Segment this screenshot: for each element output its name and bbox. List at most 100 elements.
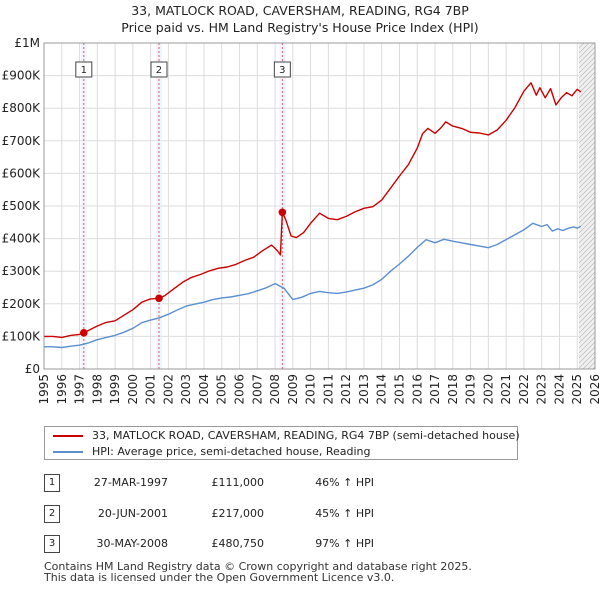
x-tick-labels: 1995 1996 1997 1998 1999 2000 2001 2002 2003 2004… (37, 374, 600, 405)
forecast-hatch-line (579, 311, 596, 329)
chart-title-block: 33, MATLOCK ROAD, CAVERSHAM, READING, RG… (0, 2, 600, 36)
y-tick-label: £1M (14, 36, 40, 50)
chart-title: 33, MATLOCK ROAD, CAVERSHAM, READING, RG… (131, 3, 469, 18)
footer-copyright: Contains HM Land Registry data © Crown c… (44, 560, 472, 573)
transaction-hpi: 97% ↑ HPI (315, 537, 374, 550)
forecast-hatch-line (579, 306, 596, 324)
transaction-date: 30-MAY-2008 (96, 537, 168, 550)
sale-vlines (80, 43, 286, 369)
transaction-hpi: 46% ↑ HPI (315, 476, 374, 489)
sale-marker (278, 208, 287, 217)
forecast-hatch-line (579, 301, 596, 319)
legend-item-hpi: HPI: Average price, semi-detached house,… (53, 444, 371, 460)
y-tick-labels: £0 £100K £200K £300K £400K £500K £600K £700K £80… (2, 36, 42, 376)
transaction-price: £217,000 (211, 507, 265, 520)
x-tick-label: 2008 (268, 374, 282, 405)
legend-item-property: 33, MATLOCK ROAD, CAVERSHAM, READING, RG… (53, 428, 520, 444)
plot-border (43, 42, 596, 370)
x-tick-label: 2026 (588, 374, 600, 405)
y-tick-label: £700K (2, 134, 42, 148)
sale-band (279, 43, 286, 369)
sale-label-box (273, 61, 291, 78)
x-tick-label: 2019 (464, 374, 478, 405)
forecast-hatch (579, 43, 596, 369)
x-tick-label: 2025 (570, 374, 584, 405)
forecast-hatch-line (579, 201, 596, 219)
x-tick-label: 2006 (233, 374, 247, 405)
sale-label-box (75, 61, 93, 78)
x-tick-label: 1996 (55, 374, 69, 405)
transaction-hpi: 45% ↑ HPI (315, 507, 374, 520)
forecast-hatch-line (579, 191, 596, 209)
sale-label-text: 3 (279, 65, 285, 76)
x-tick-label: 2000 (126, 374, 140, 405)
x-tick-label: 2007 (250, 374, 264, 405)
x-tick-label: 2020 (481, 374, 495, 405)
y-tick-label: £600K (2, 166, 42, 180)
property-price-line (44, 82, 582, 339)
x-tick-label: 2018 (446, 374, 460, 405)
chart-subtitle: Price paid vs. HM Land Registry's House … (121, 20, 479, 35)
legend-swatch-property (53, 435, 83, 437)
series-lines (44, 82, 582, 349)
transaction-number: 1 (44, 474, 60, 492)
x-tick-label: 2010 (304, 374, 318, 405)
forecast-region (579, 43, 595, 369)
footer: Contains HM Land Registry data © Crown c… (44, 561, 472, 583)
x-tick-label: 2009 (286, 374, 300, 405)
x-tick-label: 1997 (73, 374, 87, 405)
sale-markers (80, 208, 287, 337)
legend-label-property: 33, MATLOCK ROAD, CAVERSHAM, READING, RG… (92, 429, 520, 442)
sale-marker (155, 294, 163, 303)
x-tick-label: 2013 (357, 374, 371, 405)
legend-label-hpi: HPI: Average price, semi-detached house,… (92, 445, 371, 458)
x-tick-label: 2005 (215, 374, 229, 405)
transaction-row: 3 30-MAY-2008 £480,750 97% ↑ HPI (44, 535, 524, 553)
x-tick-label: 1999 (108, 374, 122, 405)
transaction-row: 2 20-JUN-2001 £217,000 45% ↑ HPI (44, 505, 524, 523)
x-tick-label: 1998 (90, 374, 104, 405)
x-tick-label: 2011 (321, 374, 335, 405)
x-tick-label: 2015 (392, 374, 406, 405)
y-tick-label: £0 (25, 362, 40, 376)
grid-lines (43, 42, 596, 370)
y-tick-label: £800K (2, 101, 42, 115)
transaction-date: 20-JUN-2001 (97, 507, 168, 520)
y-tick-label: £200K (2, 297, 42, 311)
x-tick-label: 2017 (428, 374, 442, 405)
forecast-hatch-line (579, 81, 596, 99)
sale-label-box (150, 61, 168, 78)
x-tick-label: 2001 (144, 374, 158, 405)
hpi-line (44, 222, 582, 349)
price-chart: 1 2 3 £0 £100K £200K £300K £400K £500K £600K £700… (2, 36, 600, 405)
x-tick-label: 2022 (517, 374, 531, 405)
forecast-hatch-line (579, 91, 596, 109)
sale-marker (80, 329, 88, 337)
transaction-price: £111,000 (211, 476, 265, 489)
transaction-row: 1 27-MAR-1997 £111,000 46% ↑ HPI (44, 474, 524, 492)
x-tick-label: 2016 (410, 374, 424, 405)
x-tick-label: 2002 (161, 374, 175, 405)
forecast-hatch-line (579, 196, 596, 214)
y-tick-label: £300K (2, 264, 42, 278)
legend-swatch-hpi (53, 451, 83, 453)
x-tick-label: 2014 (375, 374, 389, 405)
x-tick-label: 2024 (552, 374, 566, 405)
y-tick-label: £900K (2, 69, 42, 83)
y-tick-label: £400K (2, 232, 42, 246)
transaction-number: 2 (44, 505, 60, 523)
x-tick-label: 2004 (197, 374, 211, 405)
sale-label-boxes: 1 2 3 (75, 61, 291, 78)
sale-label-text: 2 (156, 65, 162, 76)
footer-licence: This data is licensed under the Open Gov… (44, 571, 395, 584)
x-tick-label: 2012 (339, 374, 353, 405)
x-tick-label: 2003 (179, 374, 193, 405)
x-tick-label: 2023 (535, 374, 549, 405)
sale-label-text: 1 (81, 65, 87, 76)
sale-band (155, 43, 162, 369)
x-tick-label: 1995 (37, 374, 51, 405)
y-tick-label: £100K (2, 329, 42, 343)
y-tick-label: £500K (2, 199, 42, 213)
sale-band (80, 43, 87, 369)
transaction-date: 27-MAR-1997 (93, 476, 168, 489)
